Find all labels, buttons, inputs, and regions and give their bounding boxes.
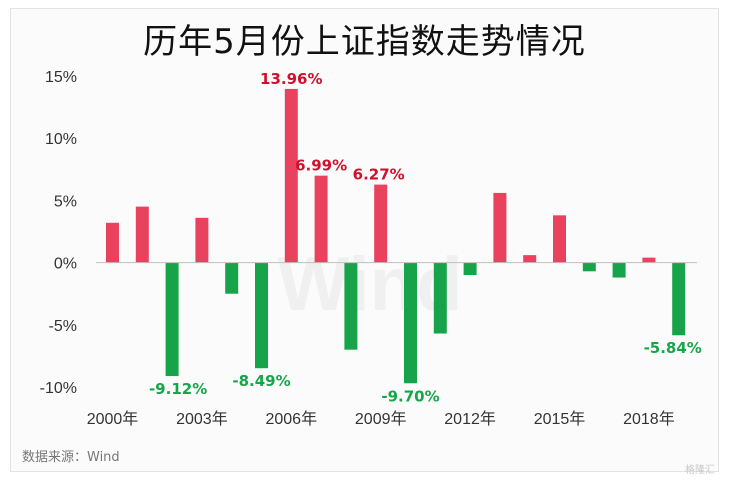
y-tick-label: 0%	[54, 256, 77, 273]
y-tick-label: -10%	[40, 380, 77, 397]
bar-2001	[135, 206, 149, 263]
y-tick-label: 15%	[45, 69, 77, 86]
bar-2006	[284, 88, 298, 263]
data-label-2019: -5.84%	[644, 339, 702, 357]
chart-frame	[10, 8, 719, 472]
y-tick-label: 10%	[45, 131, 77, 148]
y-tick-label: 5%	[54, 193, 77, 210]
bar-2018	[642, 257, 656, 263]
bar-2019	[672, 262, 686, 336]
source-note: 数据来源：Wind	[22, 450, 120, 465]
bar-2017	[612, 262, 626, 278]
bar-2008	[344, 262, 358, 350]
x-tick-label: 2003年	[176, 410, 228, 428]
bar-2002	[165, 262, 179, 377]
data-label-2009: 6.27%	[353, 166, 405, 184]
bar-2012	[463, 262, 477, 276]
y-tick-label: -5%	[49, 318, 77, 335]
data-label-2010: -9.70%	[381, 387, 439, 405]
bar-2009	[374, 184, 388, 263]
wind-watermark: Wind	[277, 242, 462, 327]
bar-2000	[106, 222, 119, 263]
data-label-2005: -8.49%	[232, 372, 290, 390]
data-label-2007: 6.99%	[295, 157, 347, 175]
bar-2016	[582, 262, 596, 272]
x-tick-label: 2006年	[265, 410, 317, 428]
bar-2004	[225, 262, 239, 294]
data-label-2006: 13.96%	[260, 70, 322, 88]
bar-2013	[493, 192, 507, 263]
chart-title: 历年5月份上证指数走势情况	[143, 22, 586, 62]
x-tick-label: 2009年	[355, 410, 407, 428]
data-label-2002: -9.12%	[149, 380, 207, 398]
corner-watermark: 格隆汇	[685, 465, 715, 476]
bar-2005	[255, 262, 268, 369]
x-tick-label: 2000年	[87, 410, 139, 428]
x-tick-label: 2015年	[534, 410, 586, 428]
x-tick-label: 2012年	[444, 410, 496, 428]
bar-2003	[195, 217, 209, 263]
bar-2014	[523, 255, 537, 263]
bar-2010	[404, 262, 417, 384]
bar-2015	[553, 215, 566, 263]
bar-2007	[314, 175, 328, 263]
bar-2011	[433, 262, 447, 334]
x-tick-label: 2018年	[623, 410, 675, 428]
